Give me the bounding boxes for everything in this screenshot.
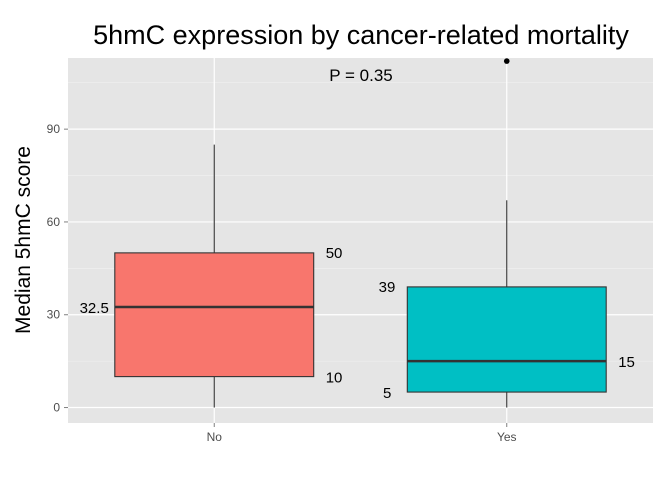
median-label: 32.5 — [80, 300, 109, 317]
q1-label: 10 — [326, 370, 343, 387]
x-tick-label: Yes — [497, 430, 517, 444]
chart-title: 5hmC expression by cancer-related mortal… — [93, 20, 629, 50]
y-tick-label: 90 — [47, 122, 61, 136]
y-tick-label: 60 — [47, 215, 61, 229]
y-tick-label: 30 — [47, 308, 61, 322]
box-body — [114, 252, 315, 378]
y-tick-label: 0 — [53, 401, 60, 415]
x-axis-ticks: No Yes — [207, 423, 517, 444]
box-yes: 39 5 15 — [379, 58, 635, 408]
y-axis-ticks: 0 30 60 90 — [47, 122, 68, 415]
q3-label: 39 — [379, 279, 396, 296]
box-no: 50 10 32.5 — [80, 144, 343, 408]
y-axis-label: Median 5hmC score — [12, 146, 35, 334]
q3-label: 50 — [326, 245, 343, 262]
x-tick-label: No — [207, 430, 223, 444]
box-body — [406, 286, 607, 393]
p-value-annotation: P = 0.35 — [329, 66, 393, 85]
q1-label: 5 — [383, 385, 391, 402]
median-label: 15 — [618, 354, 635, 371]
outlier-point — [503, 58, 510, 64]
box-plots: 50 10 32.5 39 5 15 — [80, 58, 635, 408]
